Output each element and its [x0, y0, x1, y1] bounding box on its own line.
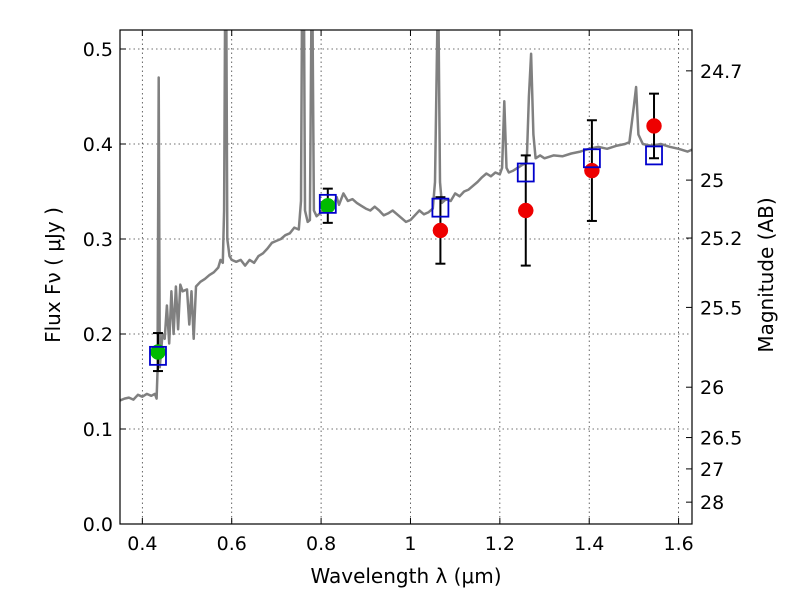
y-tick-label: 0.2: [83, 324, 113, 346]
y2-tick-label: 24.7: [700, 61, 742, 83]
x-tick-label: 1.6: [663, 533, 693, 555]
y-tick-label: 0.0: [83, 514, 113, 536]
x-tick-label: 1.2: [485, 533, 515, 555]
y-tick-label: 0.4: [83, 134, 113, 156]
x-tick-label: 1: [404, 533, 416, 555]
x-tick-label: 0.8: [306, 533, 336, 555]
model-square-marker: [149, 345, 167, 366]
green-data-point: [320, 198, 336, 214]
model-square-marker: [516, 162, 535, 183]
x-axis-title: Wavelength λ (μm): [310, 564, 501, 588]
y-tick-label: 0.1: [83, 419, 113, 441]
model-square-marker: [583, 148, 601, 169]
axes: 0.4 0.6 0.8 1 1.2 1.4 1.6 0.0 0.1 0.2 0.3 0.4 0.5 24.…: [83, 30, 742, 555]
y2-axis-title: Magnitude (AB): [754, 197, 778, 352]
y2-tick-label: 26: [700, 377, 724, 399]
y2-tick-label: 26.5: [700, 428, 742, 450]
y2-tick-label: 25.5: [700, 297, 742, 319]
model-square-marker: [645, 145, 663, 166]
red-data-point: [518, 202, 534, 219]
plot-frame: [119, 29, 693, 525]
y2-tick-label: 25: [700, 170, 724, 192]
red-data-point: [432, 222, 449, 239]
red-data-point: [584, 162, 600, 179]
model-square-marker: [318, 193, 337, 214]
y2-tick-label: 27: [700, 459, 724, 481]
x-tick-label: 0.6: [217, 533, 247, 555]
plot-area: [120, 30, 692, 402]
y-axis-title: Flux Fν ( μJy ): [41, 207, 65, 343]
y2-tick-label: 25.2: [700, 228, 742, 250]
x-tick-label: 0.4: [127, 533, 157, 555]
y2-tick-label: 28: [700, 492, 724, 514]
red-data-point: [646, 118, 662, 134]
y-tick-label: 0.3: [83, 229, 113, 251]
x-tick-label: 1.4: [574, 533, 604, 555]
model-square-marker: [431, 197, 450, 218]
template-spectrum-line: [120, 30, 692, 402]
y-tick-label: 0.5: [83, 39, 113, 61]
